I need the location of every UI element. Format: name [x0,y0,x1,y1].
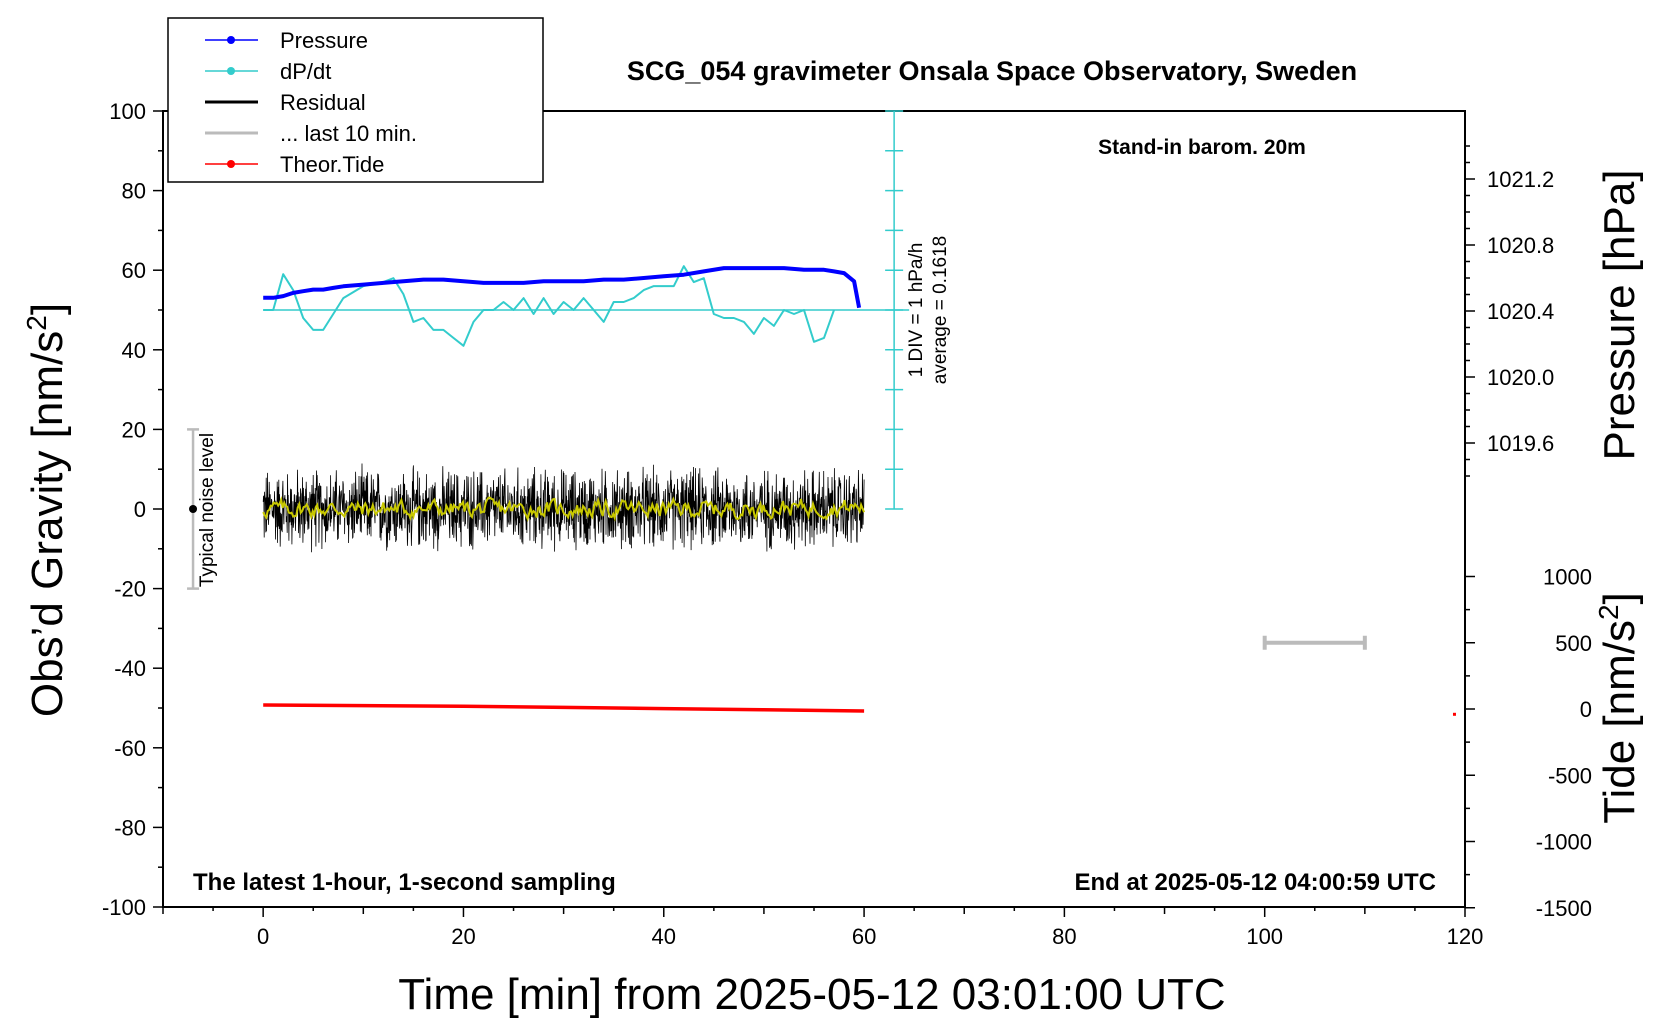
y-tick-label: -40 [114,656,146,681]
pressure-tick-label: 1021.2 [1487,167,1554,192]
legend-label: Pressure [280,28,368,53]
tide-title-main: Tide [nm/s [1595,620,1644,824]
y-tick-label: -20 [114,577,146,602]
y-left-title-end: ] [23,303,72,315]
pressure-tick-label: 1020.8 [1487,233,1554,258]
y-tick-label: -60 [114,736,146,761]
legend-entries: Pressure dP/dt Residual ... last 10 min. The… [205,28,417,177]
y-tick-label: 0 [134,497,146,522]
y-tick-label: -80 [114,815,146,840]
legend-box [167,17,544,183]
dpdt-series [263,265,835,347]
y-tick-label: 20 [122,417,146,442]
chart-subtitle: Stand-in barom. 20m [1098,136,1306,159]
series-group [187,110,1459,716]
legend: Pressure dP/dt Residual ... last 10 min. The… [167,17,544,183]
y-tick-label: 60 [122,258,146,283]
legend-swatch-dot [227,160,235,168]
x-tick-label: 120 [1447,924,1484,949]
y-axis-title-tide: Tide [nm/s2] [1593,592,1644,824]
tide-tick-label: -1500 [1536,896,1592,921]
y-axis-title-left: Obs’d Gravity [nm/s2] [21,303,72,717]
x-tick-label: 80 [1052,924,1076,949]
axis-ticks: 0 20 40 60 80 100 120 100 80 60 40 20 0 -20 -40 -60 -80 -… [102,99,1592,949]
x-tick-label: 20 [451,924,475,949]
noise-level-label: Typical noise level [197,433,218,587]
legend-swatch-dot [227,67,235,75]
dpdt-scale-label: 1 DIV = 1 hPa/h [906,243,927,378]
y-left-title-sup: 2 [21,315,52,331]
y-tick-label: -100 [102,895,146,920]
residual-smoothed-series [262,495,866,522]
y-tick-label: 40 [122,338,146,363]
note-sampling: The latest 1-hour, 1-second sampling [193,869,616,896]
x-tick-label: 0 [257,924,269,949]
pressure-series [263,266,862,309]
dpdt-average-label: average = 0.1618 [930,236,951,384]
legend-label: Theor.Tide [280,152,384,177]
legend-label: Residual [280,90,366,115]
tide-tick-label: 0 [1580,697,1592,722]
y-tick-label: 100 [109,99,146,124]
y-tick-label: 80 [122,179,146,204]
tide-title-end: ] [1595,592,1644,604]
tide-tick-label: 500 [1555,631,1592,656]
chart-title: SCG_054 gravimeter Onsala Space Observat… [627,56,1357,86]
legend-swatch-dot [227,36,235,44]
pressure-tick-label: 1020.0 [1487,365,1554,390]
y-axis-title-pressure: Pressure [hPa] [1595,169,1644,460]
y-left-title-main: Obs’d Gravity [nm/s [23,331,72,717]
x-tick-label: 40 [652,924,676,949]
x-tick-label: 100 [1246,924,1283,949]
tide-tick-label: 1000 [1543,565,1592,590]
legend-label: dP/dt [280,59,331,84]
pressure-tick-label: 1019.6 [1487,431,1554,456]
noise-center-dot [189,505,198,513]
x-tick-label: 60 [852,924,876,949]
note-end-time: End at 2025-05-12 04:00:59 UTC [1075,869,1437,896]
tide-title-sup: 2 [1593,604,1624,620]
tide-tick-label: -500 [1548,763,1592,788]
x-axis-title: Time [min] from 2025-05-12 03:01:00 UTC [398,970,1225,1019]
tide-tick-label: -1000 [1536,830,1592,855]
tide-series [263,703,865,713]
legend-label: ... last 10 min. [280,121,417,146]
pressure-tick-label: 1020.4 [1487,299,1554,324]
